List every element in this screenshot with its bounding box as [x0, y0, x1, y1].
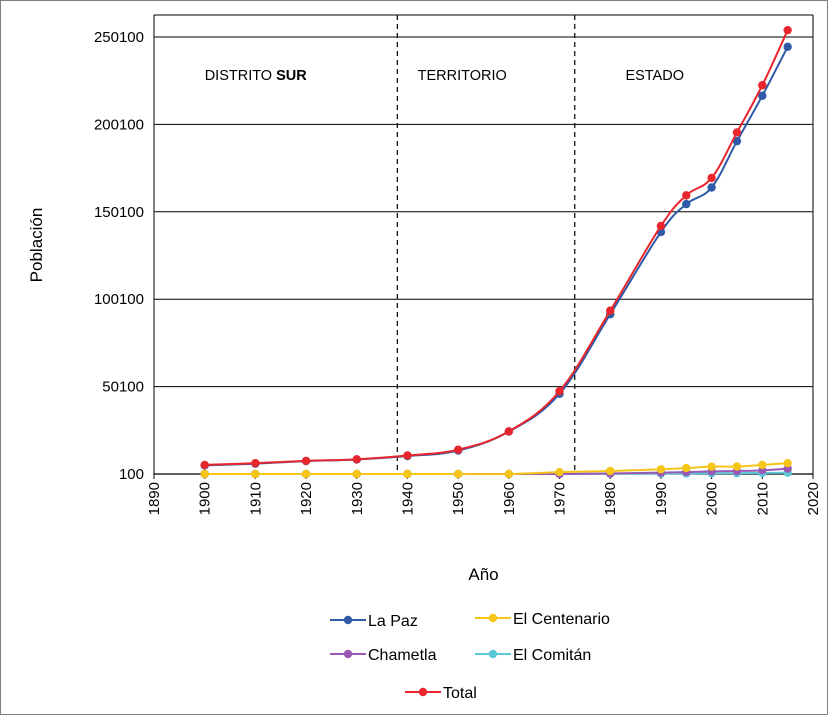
y-tick-label: 100100 [94, 291, 144, 308]
legend-swatch-marker [488, 649, 498, 659]
series-point-total [682, 191, 691, 200]
x-tick-label: 1910 [247, 482, 264, 515]
series-point-el-centenario [200, 469, 209, 479]
series-point-total [453, 445, 463, 454]
x-tick-label: 2010 [754, 482, 771, 515]
era-label: DISTRITO SUR [205, 68, 308, 84]
series-point-el-centenario [251, 469, 260, 479]
series-point-el-centenario [783, 458, 792, 468]
x-tick-label: 1920 [298, 482, 315, 515]
series-point-total [732, 128, 742, 137]
series-point-el-centenario [707, 462, 716, 471]
series-point-el-centenario [758, 460, 767, 470]
x-axis-title: Año [468, 565, 498, 584]
legend-label: La Paz [368, 613, 418, 630]
y-tick-label: 250100 [94, 29, 144, 46]
x-tick-label: 2000 [704, 482, 721, 515]
series-point-el-centenario [555, 467, 564, 477]
x-tick-label: 1980 [602, 482, 619, 515]
series-point-total [555, 386, 564, 396]
series-line-total [204, 29, 789, 466]
x-tick-label: 1950 [450, 482, 467, 515]
series-point-el-centenario [606, 466, 615, 476]
y-tick-label: 100 [119, 466, 144, 483]
series-point-total [251, 458, 260, 468]
legend-label: El Comitán [513, 647, 591, 664]
legend-item-el-comit-n: El Comitán [475, 647, 591, 664]
legend-swatch-marker [343, 649, 353, 659]
x-tick-label: 1970 [552, 482, 569, 515]
series-point-la-paz [732, 136, 742, 146]
legend-label: Total [443, 685, 477, 702]
y-tick-label: 150100 [94, 204, 144, 221]
series-point-la-paz [707, 183, 716, 192]
x-tick-label: 1940 [399, 482, 416, 515]
series-point-total [403, 451, 412, 460]
y-axis-title: Población [27, 208, 46, 283]
series-point-total [656, 221, 666, 231]
series-line-la-paz [204, 46, 789, 467]
series-point-el-centenario [301, 469, 311, 479]
series-point-el-centenario [504, 469, 514, 479]
legend-item-chametla: Chametla [330, 647, 437, 664]
series-point-total [200, 460, 209, 470]
series-point-el-centenario [453, 469, 463, 479]
era-label: TERRITORIO [418, 68, 507, 84]
legend-item-total: Total [405, 685, 477, 702]
y-tick-label: 200100 [94, 116, 144, 133]
x-tick-label: 1990 [653, 482, 670, 515]
series-point-el-centenario [682, 463, 691, 473]
legend-label: El Centenario [513, 611, 610, 628]
legend-swatch-marker [488, 613, 498, 623]
series-point-total [352, 455, 361, 464]
legend-label: Chametla [368, 647, 437, 664]
series-point-total [301, 456, 311, 466]
legend-swatch-marker [343, 615, 353, 625]
series-point-total [707, 173, 716, 183]
y-tick-label: 50100 [102, 379, 144, 396]
x-tick-label: 2020 [805, 482, 822, 515]
series-point-el-centenario [403, 469, 412, 479]
x-tick-label: 1890 [146, 482, 163, 515]
series-point-la-paz [758, 91, 767, 100]
series-point-la-paz [783, 42, 792, 51]
legend-item-el-centenario: El Centenario [475, 611, 610, 628]
x-tick-label: 1960 [501, 482, 518, 515]
series-point-el-centenario [656, 465, 666, 474]
legend-item-la-paz: La Paz [330, 613, 418, 630]
series-point-la-paz [682, 199, 691, 209]
series-point-total [606, 306, 615, 315]
series-point-el-centenario [732, 462, 742, 471]
era-label: ESTADO [625, 68, 684, 84]
series-point-el-centenario [352, 469, 361, 479]
series-point-total [504, 427, 514, 436]
series-point-total [783, 25, 792, 35]
x-tick-label: 1900 [197, 482, 214, 515]
series-point-total [758, 81, 767, 90]
legend-swatch-marker [418, 687, 428, 697]
x-tick-label: 1930 [349, 482, 366, 515]
